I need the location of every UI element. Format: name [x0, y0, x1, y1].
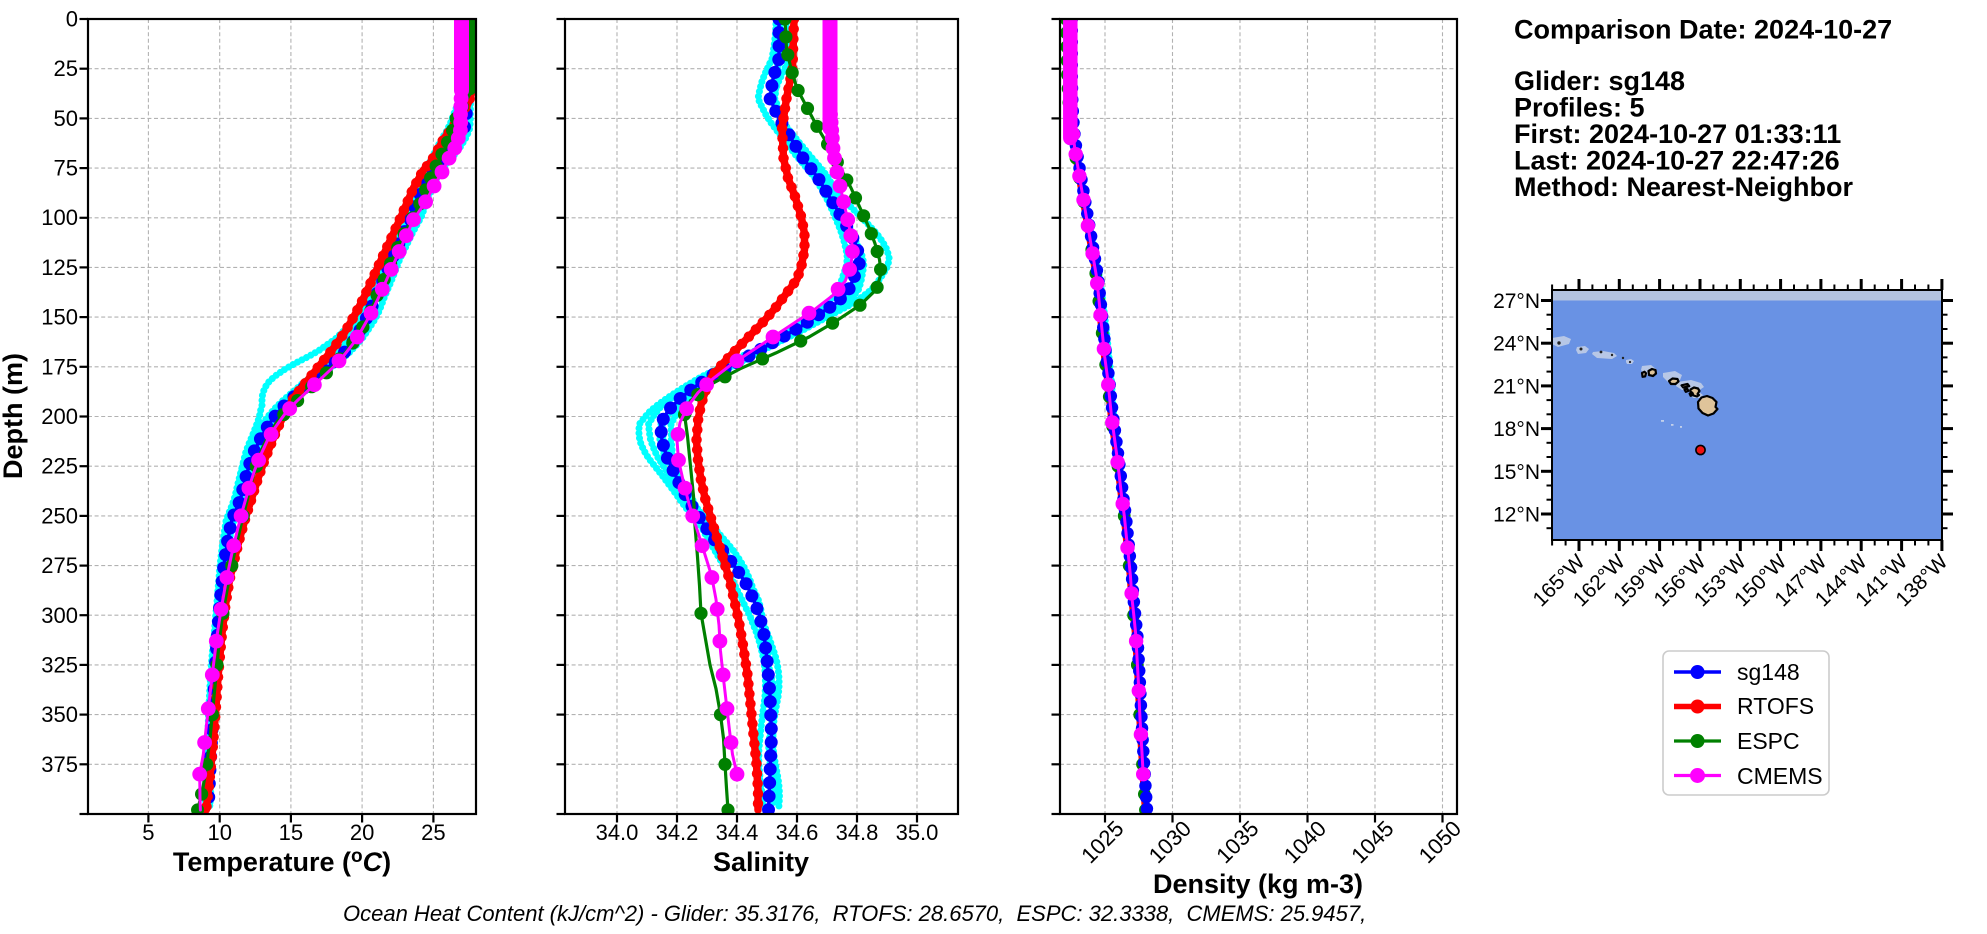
- svg-text:21°N: 21°N: [1493, 375, 1540, 398]
- svg-text:34.4: 34.4: [716, 820, 759, 845]
- svg-text:34.2: 34.2: [656, 820, 699, 845]
- svg-text:Method: Nearest-Neighbor: Method: Nearest-Neighbor: [1514, 172, 1854, 202]
- svg-text:Comparison Date: 2024-10-27: Comparison Date: 2024-10-27: [1514, 15, 1892, 45]
- svg-text:24°N: 24°N: [1493, 333, 1540, 356]
- svg-text:CMEMS: CMEMS: [1737, 763, 1823, 789]
- svg-text:Ocean Heat Content (kJ/cm^2) -: Ocean Heat Content (kJ/cm^2) - Glider: 3…: [343, 901, 1366, 926]
- svg-text:Profiles: 5: Profiles: 5: [1514, 93, 1645, 123]
- svg-text:Depth (m): Depth (m): [0, 353, 28, 479]
- svg-text:125: 125: [41, 255, 78, 280]
- svg-text:10: 10: [207, 820, 231, 845]
- svg-text:5: 5: [142, 820, 154, 845]
- svg-text:15°N: 15°N: [1493, 461, 1540, 484]
- svg-text:100: 100: [41, 205, 78, 230]
- svg-text:RTOFS: RTOFS: [1737, 693, 1814, 719]
- svg-text:325: 325: [41, 652, 78, 677]
- svg-text:Salinity: Salinity: [713, 847, 809, 877]
- svg-text:Glider: sg148: Glider: sg148: [1514, 66, 1685, 96]
- svg-text:275: 275: [41, 553, 78, 578]
- svg-text:250: 250: [41, 503, 78, 528]
- svg-text:0: 0: [66, 7, 78, 32]
- svg-text:350: 350: [41, 702, 78, 727]
- svg-text:200: 200: [41, 404, 78, 429]
- svg-text:34.0: 34.0: [596, 820, 639, 845]
- svg-text:18°N: 18°N: [1493, 418, 1540, 441]
- svg-text:150: 150: [41, 305, 78, 330]
- svg-text:375: 375: [41, 752, 78, 777]
- svg-text:175: 175: [41, 354, 78, 379]
- svg-text:First: 2024-10-27 01:33:11: First: 2024-10-27 01:33:11: [1514, 119, 1841, 149]
- svg-text:34.8: 34.8: [836, 820, 879, 845]
- svg-text:ESPC: ESPC: [1737, 728, 1800, 754]
- svg-text:Density (kg m-3): Density (kg m-3): [1153, 869, 1363, 899]
- svg-text:50: 50: [54, 106, 78, 131]
- svg-text:Last: 2024-10-27 22:47:26: Last: 2024-10-27 22:47:26: [1514, 146, 1840, 176]
- svg-text:34.6: 34.6: [776, 820, 819, 845]
- svg-text:35.0: 35.0: [896, 820, 939, 845]
- svg-text:15: 15: [279, 820, 303, 845]
- svg-text:300: 300: [41, 603, 78, 628]
- svg-text:12°N: 12°N: [1493, 504, 1540, 527]
- svg-text:sg148: sg148: [1737, 659, 1800, 685]
- svg-text:25: 25: [421, 820, 445, 845]
- svg-text:225: 225: [41, 454, 78, 479]
- svg-text:27°N: 27°N: [1493, 290, 1540, 313]
- svg-text:20: 20: [350, 820, 374, 845]
- svg-text:75: 75: [54, 156, 78, 181]
- svg-text:25: 25: [54, 56, 78, 81]
